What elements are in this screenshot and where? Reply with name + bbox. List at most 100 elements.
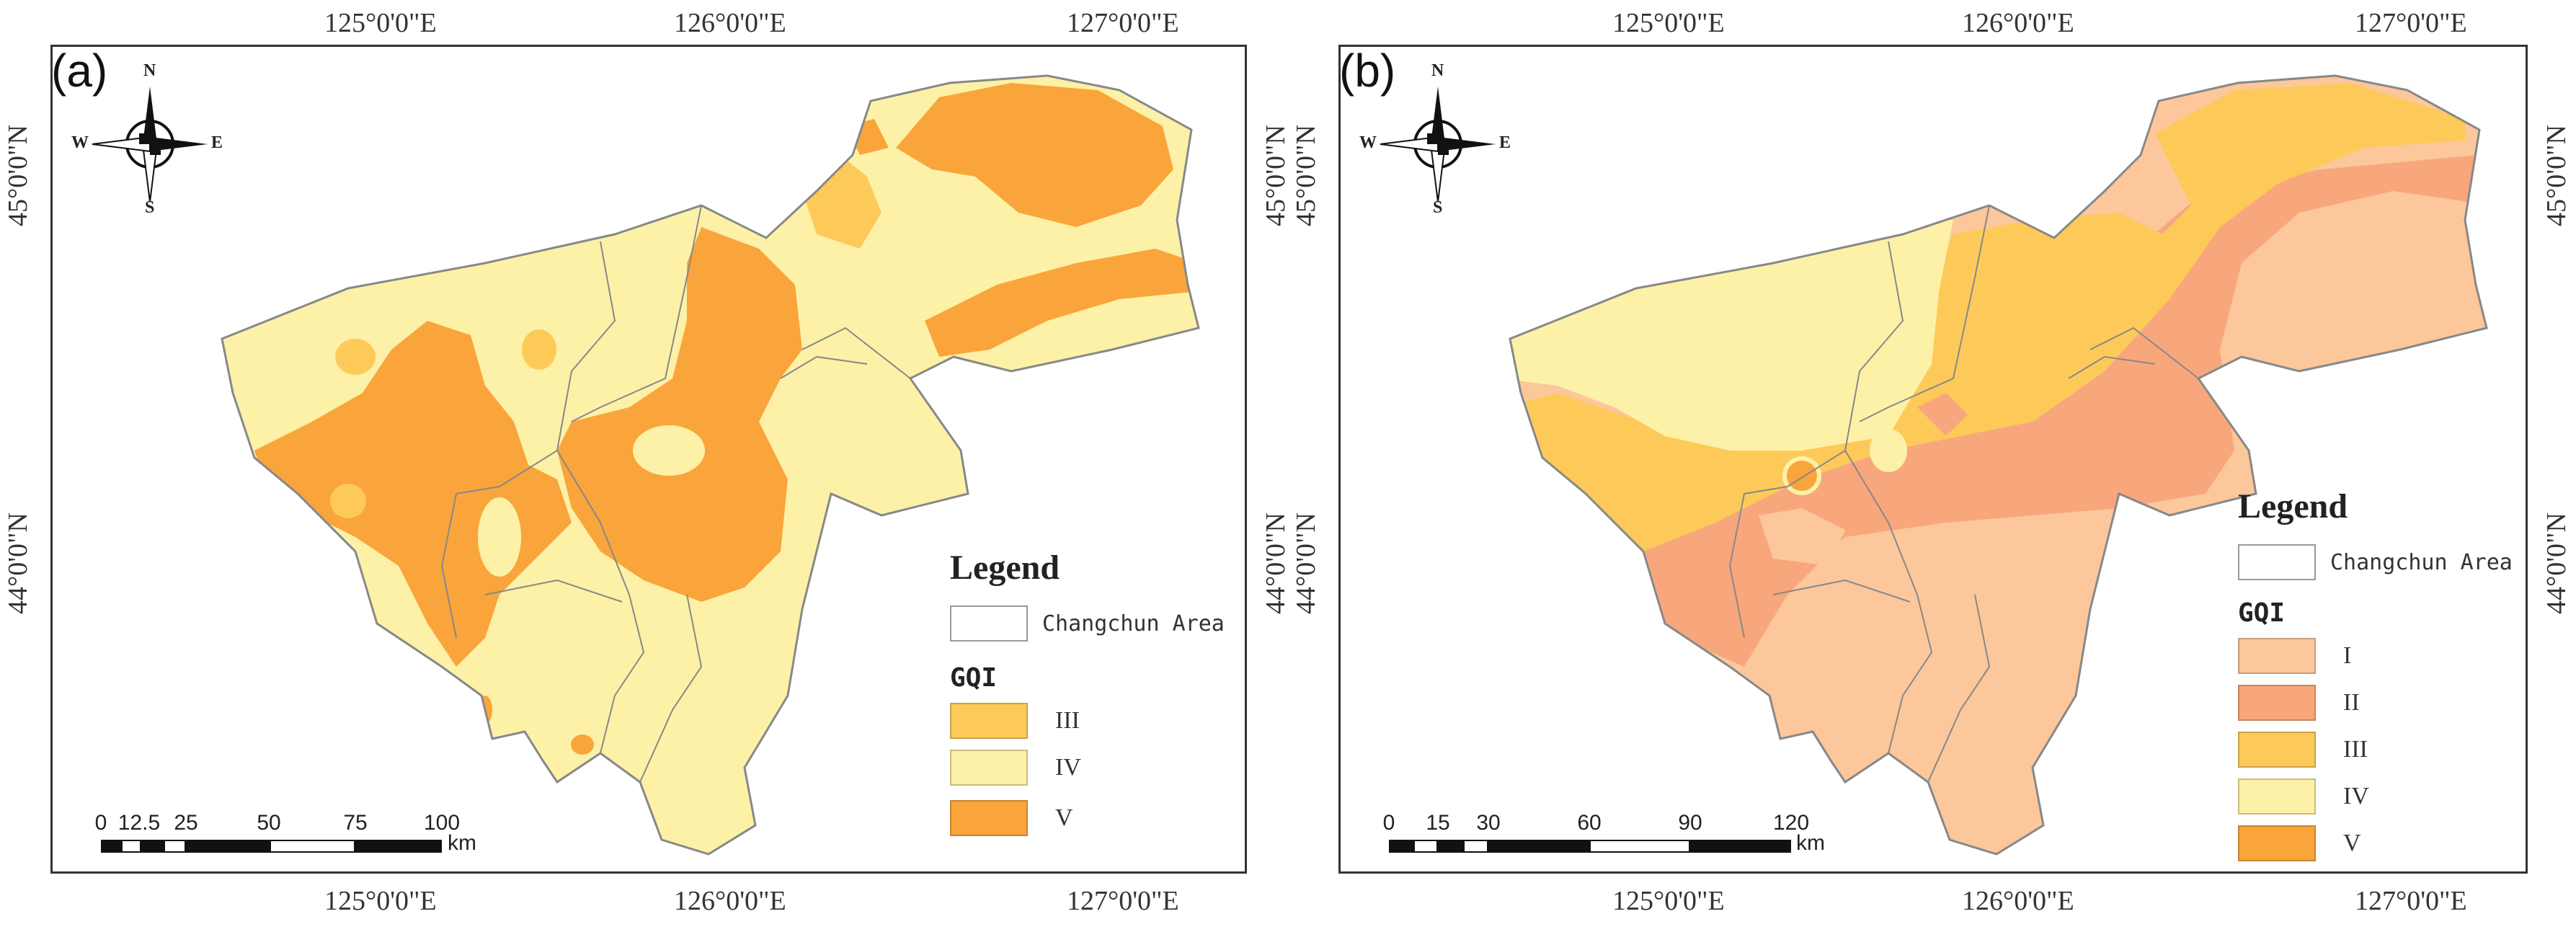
- legend-swatch-ii: [2238, 685, 2316, 721]
- legend-swatch-iii: [950, 703, 1028, 739]
- lon-label-bottom-2: 126°0'0"E: [674, 886, 786, 916]
- lat-label-left-2: 44°0'0"N: [3, 512, 33, 614]
- legend-class-row: IV: [2238, 778, 2369, 815]
- region-gqi-iv-island: [1870, 429, 1907, 472]
- legend-gqi-title: GQI: [2238, 598, 2286, 628]
- lat-label-right-2: 44°0'0"N: [1261, 512, 1291, 614]
- north-arrow-icon: N S W E: [1359, 61, 1514, 217]
- legend-class-row: V: [950, 800, 1073, 836]
- region-gqi-iii-3: [522, 329, 556, 370]
- lon-label-bottom-1: 125°0'0"E: [1612, 886, 1725, 916]
- region-gqi-iv-island: [633, 425, 705, 476]
- legend-class-row: I: [2238, 638, 2351, 674]
- legend-gqi-title: GQI: [950, 663, 998, 693]
- compass-n: N: [1431, 61, 1444, 80]
- legend-swatch-v: [2238, 825, 2316, 861]
- scale-tick: 120: [1772, 811, 1810, 835]
- lon-label-bottom-1: 125°0'0"E: [324, 886, 437, 916]
- gqi-map-b: [1509, 74, 2488, 856]
- lon-label-bottom-3: 127°0'0"E: [1067, 886, 1179, 916]
- legend-area-row: Changchun Area: [950, 605, 1225, 642]
- scale-tick: 12.5: [117, 811, 161, 835]
- legend-title: Legend: [950, 549, 1060, 587]
- map-frame: (a) N S W E Legend Changchun Area GQI: [50, 45, 1247, 874]
- lon-label-top-1: 125°0'0"E: [1612, 8, 1725, 38]
- lat-label-left-2: 44°0'0"N: [1291, 512, 1321, 614]
- lon-label-top-3: 127°0'0"E: [1067, 8, 1179, 38]
- legend-class-label: IV: [2343, 783, 2369, 809]
- compass-e: E: [211, 133, 223, 152]
- scale-tick: 60: [1577, 811, 1602, 835]
- scale-tick: 25: [174, 811, 198, 835]
- legend-class-label: V: [2343, 830, 2361, 856]
- legend-class-row: II: [2238, 685, 2360, 721]
- region-gqi-ii-patch: [1917, 393, 1968, 436]
- legend-title: Legend: [2238, 487, 2348, 525]
- region-gqi-v-east: [925, 249, 1199, 357]
- scale-tick: 50: [257, 811, 281, 835]
- legend-swatch-v: [950, 800, 1028, 836]
- legend-class-label: III: [1055, 707, 1080, 734]
- lat-label-right-1: 45°0'0"N: [1261, 125, 1291, 226]
- lat-label-right-2: 44°0'0"N: [2541, 512, 2572, 614]
- region-gqi-iii: [1510, 83, 2465, 551]
- lon-label-top-1: 125°0'0"E: [324, 8, 437, 38]
- lat-label-left-1: 45°0'0"N: [3, 125, 33, 226]
- legend-class-row: IV: [950, 750, 1081, 786]
- legend-swatch-iii: [2238, 732, 2316, 768]
- lon-label-top-2: 126°0'0"E: [674, 8, 786, 38]
- north-arrow-icon: N S W E: [71, 61, 226, 217]
- compass-e: E: [1499, 133, 1511, 152]
- scale-tick: 15: [1426, 811, 1450, 835]
- region-gqi-ii: [1629, 155, 2487, 667]
- compass-s: S: [145, 198, 155, 217]
- region-gqi-iv-island-2: [478, 497, 521, 577]
- region-gqi-i-patch: [1759, 508, 1845, 566]
- scale-tick: 30: [1476, 811, 1501, 835]
- legend-area-swatch: [2238, 544, 2316, 580]
- legend-class-label: II: [2343, 689, 2360, 716]
- region-gqi-v-west: [254, 321, 572, 667]
- legend-swatch-i: [2238, 638, 2316, 674]
- legend-class-label: III: [2343, 736, 2368, 763]
- scale-tick: 0: [1382, 811, 1395, 835]
- scale-tick: 100: [423, 811, 461, 835]
- legend-area-label: Changchun Area: [1042, 611, 1225, 636]
- legend-class-row: III: [2238, 732, 2368, 768]
- legend-class-row: V: [2238, 825, 2361, 861]
- scale-tick: 0: [94, 811, 107, 835]
- compass-w: W: [1359, 133, 1377, 152]
- lat-label-left-1: 45°0'0"N: [1291, 125, 1321, 226]
- scale-unit: km: [1796, 831, 1825, 855]
- compass-n: N: [143, 61, 156, 80]
- legend-class-label: V: [1055, 804, 1073, 831]
- region-gqi-iii-2: [330, 484, 366, 518]
- legend-class-label: IV: [1055, 754, 1081, 781]
- lon-label-bottom-3: 127°0'0"E: [2355, 886, 2467, 916]
- region-gqi-v-northeast: [896, 83, 1173, 227]
- scale-tick: 90: [1678, 811, 1702, 835]
- region-gqi-v-spot-1: [571, 734, 594, 755]
- compass-w: W: [71, 133, 89, 152]
- gqi-map-a: [221, 74, 1200, 856]
- legend-area-label: Changchun Area: [2330, 549, 2513, 575]
- panel-label: (a): [51, 45, 108, 97]
- map-panel-a: 125°0'0"E 126°0'0"E 127°0'0"E 125°0'0"E …: [3, 8, 1291, 916]
- lon-label-bottom-2: 126°0'0"E: [1962, 886, 2074, 916]
- region-gqi-v-spot: [1782, 456, 1821, 495]
- panel-label: (b): [1339, 45, 1396, 97]
- lon-label-top-3: 127°0'0"E: [2355, 8, 2467, 38]
- map-panel-b: 125°0'0"E 126°0'0"E 127°0'0"E 125°0'0"E …: [1288, 0, 2576, 932]
- lon-label-top-2: 126°0'0"E: [1962, 8, 2074, 38]
- legend-area-swatch: [950, 605, 1028, 642]
- region-gqi-iii-1: [335, 339, 376, 375]
- map-frame: (b) N S W E Legend Changchun Area GQI: [1338, 45, 2528, 874]
- scale-unit: km: [448, 831, 476, 855]
- legend-area-row: Changchun Area: [2238, 544, 2513, 580]
- legend-swatch-iv: [2238, 778, 2316, 815]
- region-gqi-v-central: [557, 227, 802, 602]
- lat-label-right-1: 45°0'0"N: [2541, 125, 2572, 226]
- compass-s: S: [1433, 198, 1443, 217]
- legend-class-row: III: [950, 703, 1080, 739]
- legend-class-label: I: [2343, 642, 2352, 669]
